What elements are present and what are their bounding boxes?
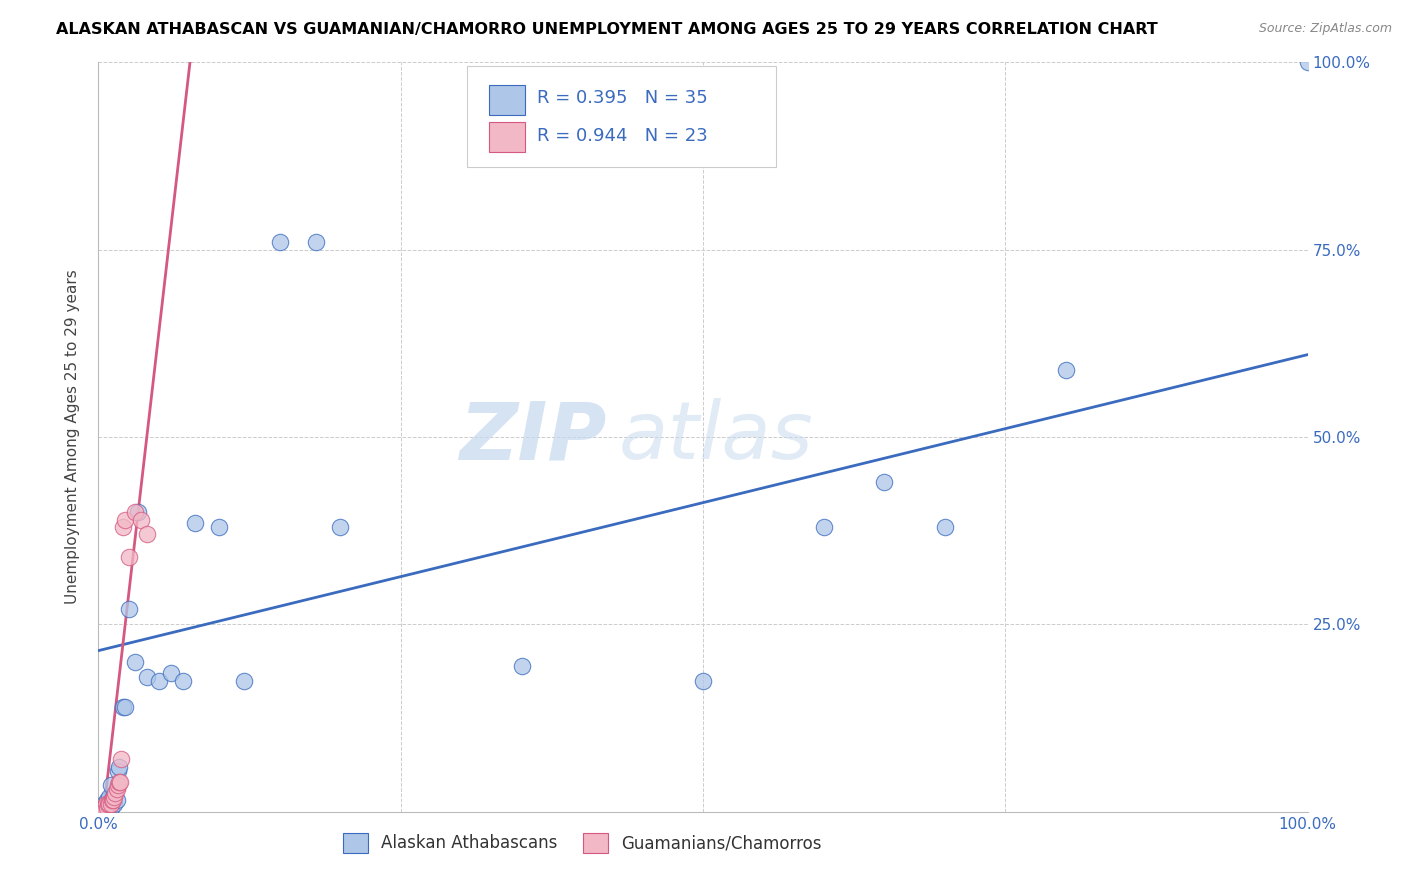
Point <box>111 520 134 534</box>
Point <box>208 520 231 534</box>
Point <box>103 789 125 804</box>
Point <box>104 786 127 800</box>
Point <box>100 801 122 815</box>
Point <box>108 774 131 789</box>
Text: atlas: atlas <box>619 398 813 476</box>
Point <box>135 670 157 684</box>
Point <box>105 793 128 807</box>
Point <box>184 516 207 531</box>
Point <box>101 793 124 807</box>
Point <box>1054 362 1077 376</box>
Point <box>114 512 136 526</box>
Point <box>103 797 125 812</box>
Point <box>269 235 291 250</box>
Point <box>232 673 254 688</box>
Point <box>98 789 121 804</box>
Point <box>91 801 114 815</box>
Text: Source: ZipAtlas.com: Source: ZipAtlas.com <box>1258 22 1392 36</box>
Point <box>118 549 141 564</box>
Point <box>98 797 121 812</box>
Point <box>100 779 122 793</box>
FancyBboxPatch shape <box>489 122 526 153</box>
Point <box>813 520 835 534</box>
Point <box>100 797 122 812</box>
Point <box>91 801 114 815</box>
Point <box>873 475 896 489</box>
Point <box>108 774 131 789</box>
Point <box>305 235 328 250</box>
Point <box>93 801 115 815</box>
Point <box>96 793 118 807</box>
Legend: Alaskan Athabascans, Guamanians/Chamorros: Alaskan Athabascans, Guamanians/Chamorro… <box>336 826 828 860</box>
Point <box>160 666 183 681</box>
Text: ALASKAN ATHABASCAN VS GUAMANIAN/CHAMORRO UNEMPLOYMENT AMONG AGES 25 TO 29 YEARS : ALASKAN ATHABASCAN VS GUAMANIAN/CHAMORRO… <box>56 22 1159 37</box>
Point <box>127 505 149 519</box>
Point <box>111 699 134 714</box>
Point <box>172 673 194 688</box>
Point <box>100 793 122 807</box>
Point <box>329 520 352 534</box>
Point <box>105 782 128 797</box>
Point <box>510 658 533 673</box>
Point <box>96 801 118 815</box>
Point <box>129 512 152 526</box>
Point <box>148 673 170 688</box>
Point <box>93 797 115 812</box>
Point <box>692 673 714 688</box>
Point <box>124 655 146 669</box>
Point <box>110 752 132 766</box>
Point <box>114 699 136 714</box>
Text: ZIP: ZIP <box>458 398 606 476</box>
Point <box>1296 55 1319 70</box>
Point <box>108 760 131 774</box>
Point <box>124 505 146 519</box>
Point <box>97 801 120 815</box>
Y-axis label: Unemployment Among Ages 25 to 29 years: Unemployment Among Ages 25 to 29 years <box>65 269 80 605</box>
Point <box>135 527 157 541</box>
Point <box>107 779 129 793</box>
FancyBboxPatch shape <box>489 85 526 115</box>
FancyBboxPatch shape <box>467 66 776 168</box>
Point <box>94 801 117 815</box>
Text: R = 0.944   N = 23: R = 0.944 N = 23 <box>537 127 709 145</box>
Text: R = 0.395   N = 35: R = 0.395 N = 35 <box>537 89 709 107</box>
Point <box>97 797 120 812</box>
Point <box>934 520 956 534</box>
Point <box>107 764 129 778</box>
Point <box>118 602 141 616</box>
Point <box>94 797 117 812</box>
Point <box>91 801 114 815</box>
Point <box>101 789 124 804</box>
